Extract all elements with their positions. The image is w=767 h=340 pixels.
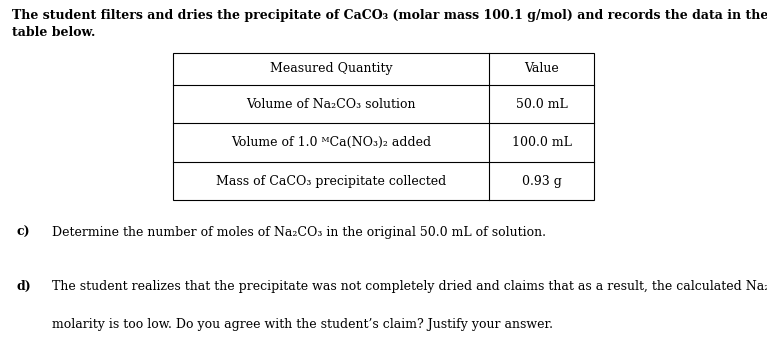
Text: Volume of 1.0 ᴹCa(NO₃)₂ added: Volume of 1.0 ᴹCa(NO₃)₂ added [231,136,431,149]
Text: Value: Value [525,62,559,75]
Text: c): c) [17,226,31,239]
Text: The student realizes that the precipitate was not completely dried and claims th: The student realizes that the precipitat… [52,280,767,293]
Text: molarity is too low. Do you agree with the student’s claim? Justify your answer.: molarity is too low. Do you agree with t… [52,318,553,330]
Text: 100.0 mL: 100.0 mL [512,136,572,149]
Text: Mass of CaCO₃ precipitate collected: Mass of CaCO₃ precipitate collected [216,174,446,188]
Text: d): d) [17,280,31,293]
Text: Volume of Na₂CO₃ solution: Volume of Na₂CO₃ solution [246,98,416,111]
Text: Measured Quantity: Measured Quantity [270,62,392,75]
Text: 50.0 mL: 50.0 mL [516,98,568,111]
Text: Determine the number of moles of Na₂CO₃ in the original 50.0 mL of solution.: Determine the number of moles of Na₂CO₃ … [52,226,546,239]
Text: The student filters and dries the precipitate of CaCO₃ (molar mass 100.1 g/mol) : The student filters and dries the precip… [12,8,767,38]
Bar [173,53,594,200]
Text: 0.93 g: 0.93 g [522,174,561,188]
